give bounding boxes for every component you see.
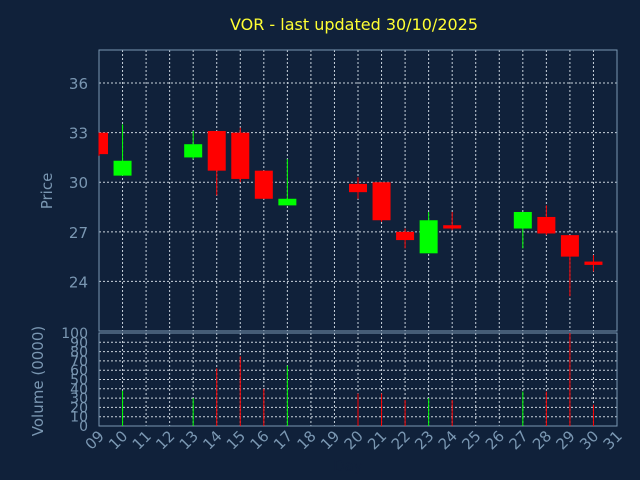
price-tick-label: 33 [69, 125, 88, 143]
candle-body [537, 216, 556, 234]
volume-tick-label: 20 [70, 400, 88, 416]
x-tick-label: 28 [529, 427, 555, 453]
volume-tick-label: 60 [70, 363, 88, 379]
volume-bars [122, 333, 594, 426]
candle-body [278, 198, 297, 206]
candle-body [349, 183, 367, 193]
y-axis-label: Price [38, 173, 56, 210]
candle-body [584, 261, 603, 265]
x-tick-labels: 0910111213141516171819202122232425262728… [82, 427, 626, 453]
x-tick-label: 27 [505, 427, 531, 453]
candle-body [184, 144, 203, 158]
candles [98, 124, 603, 297]
volume-tick-label: 10 [70, 410, 88, 426]
candle-body [419, 220, 438, 254]
x-tick-label: 16 [246, 427, 272, 453]
price-tick-label: 27 [69, 224, 88, 242]
price-tick-label: 24 [69, 273, 88, 291]
volume-tick-label: 50 [70, 373, 88, 389]
x-tick-label: 20 [341, 427, 367, 453]
chart-title: VOR - last updated 30/10/2025 [230, 15, 478, 34]
x-tick-label: 25 [458, 427, 484, 453]
x-tick-label: 26 [482, 427, 508, 453]
volume-tick-label: 0 [79, 419, 88, 435]
x-tick-label: 10 [105, 427, 131, 453]
x-tick-label: 19 [317, 427, 343, 453]
candle-body [560, 235, 579, 257]
x-tick-label: 14 [199, 427, 225, 453]
candle-body [207, 130, 226, 171]
volume-tick-label: 90 [70, 335, 88, 351]
x-tick-label: 17 [270, 427, 296, 453]
volume-axis-label: Volume (0000) [29, 326, 47, 436]
volume-tick-label: 30 [70, 391, 88, 407]
volume-tick-label: 40 [70, 382, 88, 398]
x-tick-label: 29 [553, 427, 579, 453]
x-axis-label: Day [333, 457, 363, 475]
candle-body [113, 160, 132, 176]
candle-body [372, 182, 391, 221]
candle-body [99, 132, 108, 155]
x-tick-label: 11 [129, 427, 155, 453]
x-tick-label: 24 [435, 427, 461, 453]
volume-tick-label: 80 [70, 345, 88, 361]
candle-body [254, 170, 273, 199]
price-tick-label: 36 [69, 75, 88, 93]
x-tick-label: 21 [364, 427, 390, 453]
x-tick-label: 30 [576, 427, 602, 453]
candle-body [231, 132, 250, 179]
candle-body [443, 225, 462, 229]
price-tick-labels: 24 27 30 33 36 [69, 75, 88, 291]
volume-tick-label: 100 [61, 326, 88, 342]
x-tick-label: 12 [152, 427, 178, 453]
candle-body [396, 231, 415, 241]
candle-body [513, 211, 532, 229]
price-plot-frame [98, 49, 618, 332]
x-tick-label: 15 [223, 427, 249, 453]
x-tick-label: 31 [600, 427, 626, 453]
x-tick-label: 22 [388, 427, 414, 453]
volume-tick-label: 70 [70, 354, 88, 370]
x-tick-label: 18 [294, 427, 320, 453]
x-tick-label: 23 [411, 427, 437, 453]
price-tick-label: 30 [69, 174, 88, 192]
x-tick-label: 13 [176, 427, 202, 453]
